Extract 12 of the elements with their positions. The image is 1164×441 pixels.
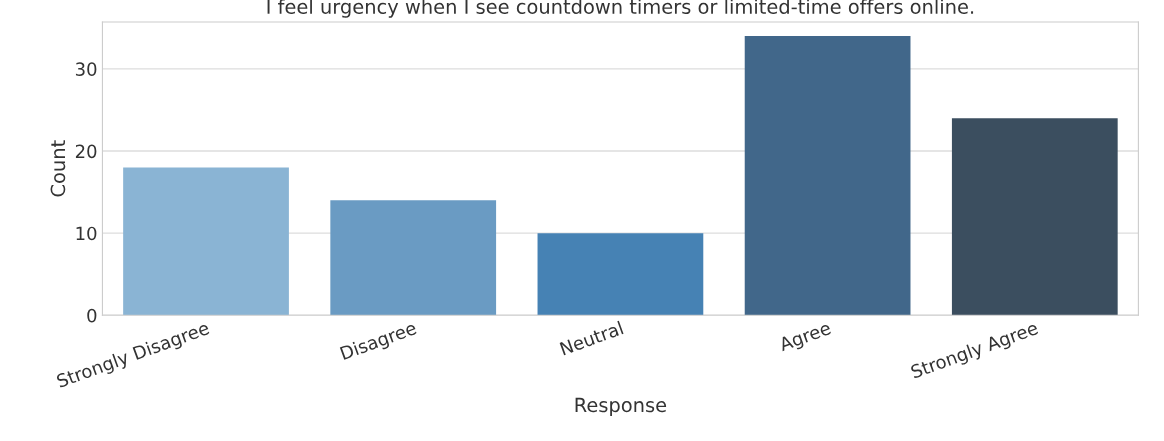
x-tick-label: Agree [778,321,833,355]
bar [744,36,911,316]
y-tick-label: 0 [87,308,97,323]
bar [537,233,704,316]
y-tick-label: 20 [75,144,97,159]
y-tick-label: 30 [75,62,97,76]
y-tick-label: 10 [76,226,97,241]
bar [951,118,1118,316]
y-axis-title: Count [50,140,66,197]
x-axis-title: Response [575,397,667,417]
bar [123,167,289,316]
bar [330,200,497,316]
